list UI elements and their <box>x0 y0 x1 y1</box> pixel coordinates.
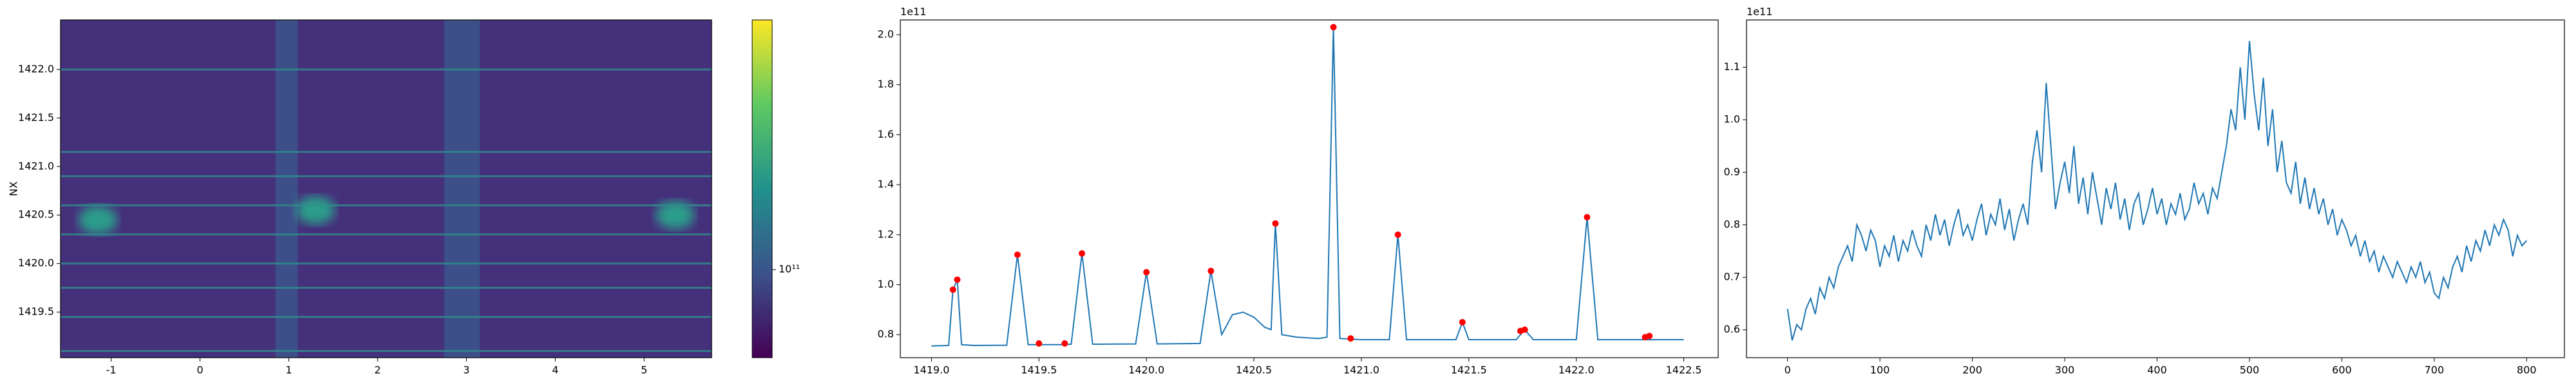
line-series <box>1786 41 2528 341</box>
y-tick-label: 1.0 <box>878 278 894 290</box>
y-tick-label: 0.8 <box>1724 218 1740 230</box>
y-tick-label: 1.4 <box>878 178 894 190</box>
y-tick-label: 1.0 <box>1724 113 1740 125</box>
plot-area <box>1786 41 2528 341</box>
plot-area <box>61 20 712 358</box>
peak-marker <box>1584 214 1591 221</box>
x-tick-label: 1420.5 <box>1236 364 1272 376</box>
y-tick-label: 1422.0 <box>18 62 54 75</box>
peak-marker <box>1459 318 1466 326</box>
heatmap-band <box>275 20 298 358</box>
x-tick-label: 1420.0 <box>1128 364 1164 376</box>
y-tick-label: 0.6 <box>1724 323 1740 335</box>
x-tick-label: 700 <box>2425 364 2445 376</box>
x-tick-label: 3 <box>463 364 469 376</box>
x-tick-label: 300 <box>2055 364 2075 376</box>
heatmap-spot <box>78 205 117 234</box>
colorbar-tick-label: 10¹¹ <box>779 263 800 275</box>
x-tick-label: 500 <box>2240 364 2260 376</box>
axes-frame <box>60 19 712 358</box>
x-tick-label: 1422.0 <box>1558 364 1595 376</box>
x-tick-label: 1419.5 <box>1021 364 1057 376</box>
x-tick-label: 1419.0 <box>913 364 949 376</box>
peak-marker <box>1521 326 1528 333</box>
axes-frame <box>1746 19 2565 358</box>
heatmap-band <box>444 20 480 358</box>
axes-frame <box>900 19 1719 358</box>
y-tick-label: 1421.5 <box>18 111 54 124</box>
y-tick-label: 0.9 <box>1724 165 1740 178</box>
peak-marker <box>1061 340 1068 347</box>
y-tick-label: 2.0 <box>878 28 894 40</box>
y-tick-label: 1421.0 <box>18 160 54 172</box>
x-tick-label: 1421.5 <box>1451 364 1487 376</box>
x-tick-label: 600 <box>2332 364 2352 376</box>
x-tick-label: 1421.0 <box>1343 364 1379 376</box>
offset-text: 1e11 <box>1747 6 1772 18</box>
heatmap-background <box>61 20 712 358</box>
x-tick-label: 200 <box>1962 364 1982 376</box>
peak-marker <box>1079 250 1086 257</box>
peak-marker <box>1208 268 1215 275</box>
x-tick-label: 0 <box>1785 364 1791 376</box>
y-axis-label: NX <box>8 181 20 196</box>
peak-marker <box>1014 251 1021 258</box>
x-tick-label: 400 <box>2147 364 2167 376</box>
peak-marker <box>1272 220 1279 227</box>
y-tick-label: 1419.5 <box>18 306 54 318</box>
x-tick-label: 5 <box>641 364 647 376</box>
peak-marker <box>949 286 956 293</box>
y-tick-label: 1.2 <box>878 228 894 240</box>
x-tick-label: 800 <box>2517 364 2537 376</box>
offset-text: 1e11 <box>900 6 926 18</box>
line-series <box>931 27 1684 347</box>
x-tick-label: -1 <box>106 364 117 376</box>
x-tick-label: 4 <box>552 364 558 376</box>
peak-marker <box>1330 24 1337 31</box>
peak-marker <box>1646 333 1653 340</box>
x-tick-label: 100 <box>1870 364 1890 376</box>
y-tick-label: 1.1 <box>1724 60 1740 73</box>
plot-area <box>931 24 1684 347</box>
heatmap-spot <box>656 201 695 230</box>
y-tick-label: 1.6 <box>878 128 894 140</box>
peak-marker <box>1394 231 1401 238</box>
x-tick-label: 1 <box>285 364 292 376</box>
peak-marker <box>1347 335 1354 342</box>
y-tick-label: 1.8 <box>878 78 894 90</box>
y-tick-label: 1420.5 <box>18 208 54 221</box>
y-tick-label: 0.8 <box>878 328 894 340</box>
peak-marker <box>954 276 961 283</box>
x-tick-label: 2 <box>374 364 381 376</box>
colorbar <box>752 19 773 358</box>
x-tick-label: 1422.5 <box>1666 364 1702 376</box>
peak-marker <box>1036 340 1043 347</box>
y-tick-label: 0.7 <box>1724 271 1740 283</box>
peak-marker <box>1143 269 1150 276</box>
y-tick-label: 1420.0 <box>18 257 54 269</box>
heatmap-spot <box>296 196 335 225</box>
x-tick-label: 0 <box>196 364 203 376</box>
